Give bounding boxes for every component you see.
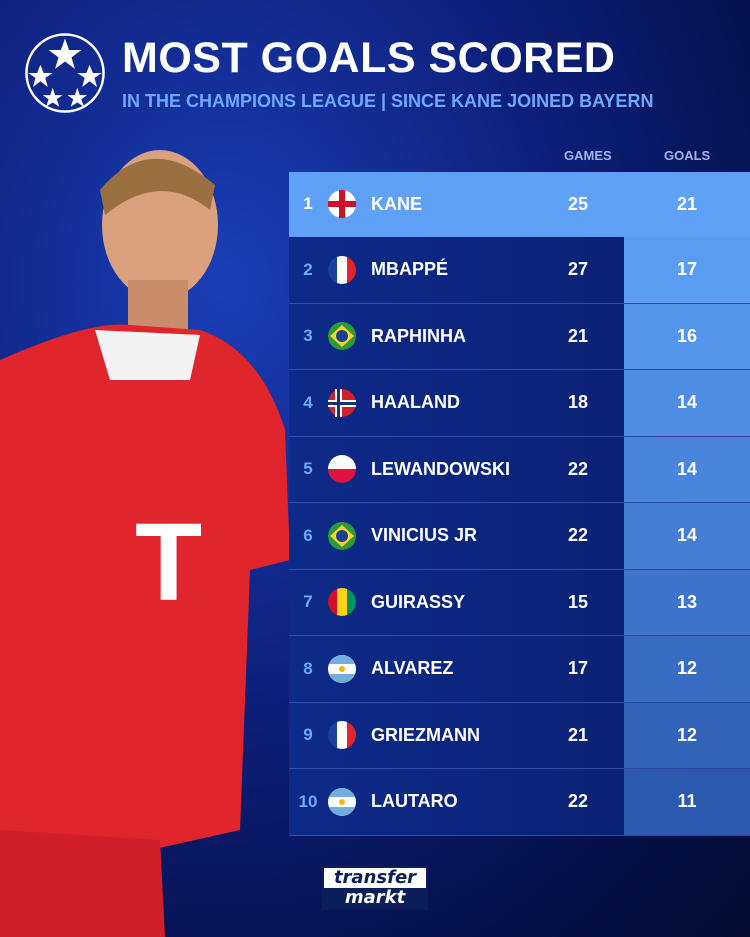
games-value: 22 [567, 791, 589, 812]
table-row: 5 LEWANDOWSKI 22 14 [289, 436, 750, 503]
goals-value: 17 [624, 237, 750, 303]
rank: 5 [303, 459, 313, 479]
svg-text:T: T [135, 501, 202, 624]
argentina-flag-icon [328, 654, 356, 683]
rank: 6 [303, 525, 313, 545]
player-name: VINICIUS JR [371, 525, 478, 546]
table-row: 4 HAALAND 18 14 [289, 370, 750, 437]
table-row: 9 GRIEZMANN 21 12 [289, 702, 750, 769]
games-value: 27 [567, 259, 589, 280]
player-name: HAALAND [371, 392, 460, 413]
table-row: 6 VINICIUS JR 22 14 [289, 503, 750, 570]
table-row: 8 ALVAREZ 17 12 [289, 636, 750, 703]
goals-column-header: GOALS [664, 148, 711, 163]
page-subtitle: IN THE CHAMPIONS LEAGUE | SINCE KANE JOI… [122, 91, 654, 111]
rank: 8 [303, 658, 313, 678]
france-flag-icon [328, 721, 356, 750]
england-flag-icon [328, 190, 356, 218]
goals-value: 16 [624, 303, 750, 369]
games-value: 15 [567, 591, 589, 612]
guinea-flag-icon [328, 588, 356, 617]
goals-value: 14 [624, 370, 750, 436]
table-row: 1 KANE 25 21 [289, 172, 750, 237]
games-value: 17 [567, 658, 589, 679]
games-value: 18 [567, 392, 589, 413]
transfermarkt-logo: transfer markt [322, 866, 428, 910]
poland-flag-icon [328, 455, 356, 484]
table-row: 3 RAPHINHA 21 16 [289, 303, 750, 370]
goals-value: 14 [624, 503, 750, 569]
table-row: 10 LAUTARO 22 11 [289, 769, 750, 836]
player-name: KANE [371, 193, 423, 214]
goals-value: 21 [676, 193, 698, 214]
brazil-flag-icon [328, 521, 356, 550]
rank: 2 [303, 259, 313, 279]
player-name: GRIEZMANN [371, 724, 480, 745]
table-row: 2 MBAPPÉ 27 17 [289, 237, 750, 304]
rank: 3 [303, 326, 313, 346]
norway-flag-icon [328, 388, 356, 417]
player-name: LAUTARO [371, 791, 458, 812]
goals-value: 14 [624, 436, 750, 502]
ranking-table: 1 KANE 25 21 2 MBAPPÉ 27 17 3 RAPHINHA 21 … [289, 172, 750, 836]
rank: 4 [303, 392, 313, 412]
france-flag-icon [328, 255, 356, 284]
champions-league-starball-icon [25, 33, 105, 113]
games-value: 22 [567, 458, 589, 479]
rank: 1 [303, 194, 313, 213]
player-name: ALVAREZ [371, 658, 454, 679]
games-value: 25 [567, 193, 589, 214]
argentina-flag-icon [328, 787, 356, 816]
games-value: 21 [567, 325, 589, 346]
goals-value: 12 [624, 702, 750, 768]
brazil-flag-icon [328, 322, 356, 351]
page-title: MOST GOALS SCORED [122, 34, 616, 82]
player-name: MBAPPÉ [371, 259, 449, 280]
rank: 7 [303, 592, 313, 612]
player-photo: T [0, 150, 290, 937]
rank: 10 [298, 791, 318, 811]
games-column-header: GAMES [564, 148, 612, 163]
goals-value: 11 [624, 769, 750, 835]
player-name: GUIRASSY [371, 591, 466, 612]
goals-value: 12 [624, 636, 750, 702]
games-value: 21 [567, 724, 589, 745]
player-name: LEWANDOWSKI [371, 458, 510, 479]
rank: 9 [303, 725, 313, 745]
games-value: 22 [567, 525, 589, 546]
goals-value: 13 [624, 569, 750, 635]
table-row: 7 GUIRASSY 15 13 [289, 569, 750, 636]
player-name: RAPHINHA [371, 325, 467, 346]
